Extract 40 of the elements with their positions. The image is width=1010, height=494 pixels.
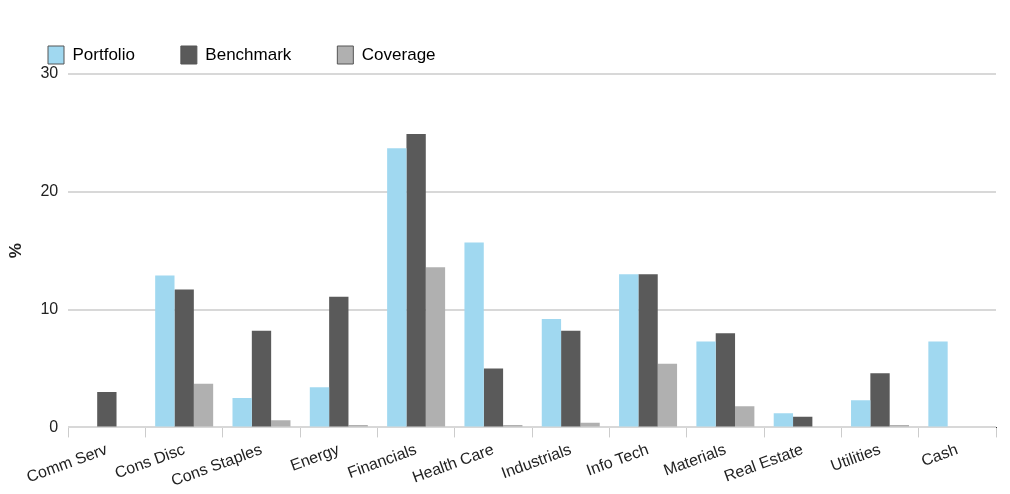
x-tick-label: Info Tech: [584, 440, 651, 479]
bar: [793, 416, 813, 427]
y-tick-label: 20: [40, 182, 59, 200]
bar: [851, 400, 871, 427]
bar: [715, 333, 736, 427]
y-tick-label: 30: [40, 64, 59, 82]
bar: [251, 330, 272, 427]
bar: [309, 387, 330, 427]
bar: [773, 413, 794, 427]
bar: [406, 134, 426, 427]
bar: [541, 319, 562, 427]
x-tick-label: Cash: [918, 440, 960, 470]
bar: [425, 267, 446, 427]
bar: [174, 289, 194, 427]
y-axis-title: %: [5, 243, 25, 259]
bar: [193, 383, 214, 427]
bar: [483, 368, 504, 427]
bar: [97, 392, 117, 427]
x-tick-label: Comm Serv: [24, 440, 110, 486]
legend-label: Benchmark: [205, 44, 292, 64]
bar: [619, 274, 639, 427]
bar: [638, 274, 658, 427]
bar: [155, 275, 175, 427]
bar: [329, 296, 349, 427]
x-tick-label: Utilities: [828, 440, 883, 475]
y-tick-label: 0: [49, 417, 59, 435]
legend-label: Coverage: [361, 44, 436, 64]
bar: [232, 397, 252, 427]
bar: [928, 341, 948, 427]
bar: [271, 420, 291, 427]
x-tick-label: Energy: [287, 440, 342, 474]
legend-label: Portfolio: [72, 44, 135, 64]
bar: [464, 242, 484, 427]
bar: [657, 363, 678, 427]
bar: [735, 406, 755, 427]
bar: [870, 373, 890, 427]
bar: [387, 148, 407, 427]
bar: [696, 341, 716, 427]
y-tick-label: 10: [40, 300, 59, 318]
bar: [561, 330, 581, 427]
